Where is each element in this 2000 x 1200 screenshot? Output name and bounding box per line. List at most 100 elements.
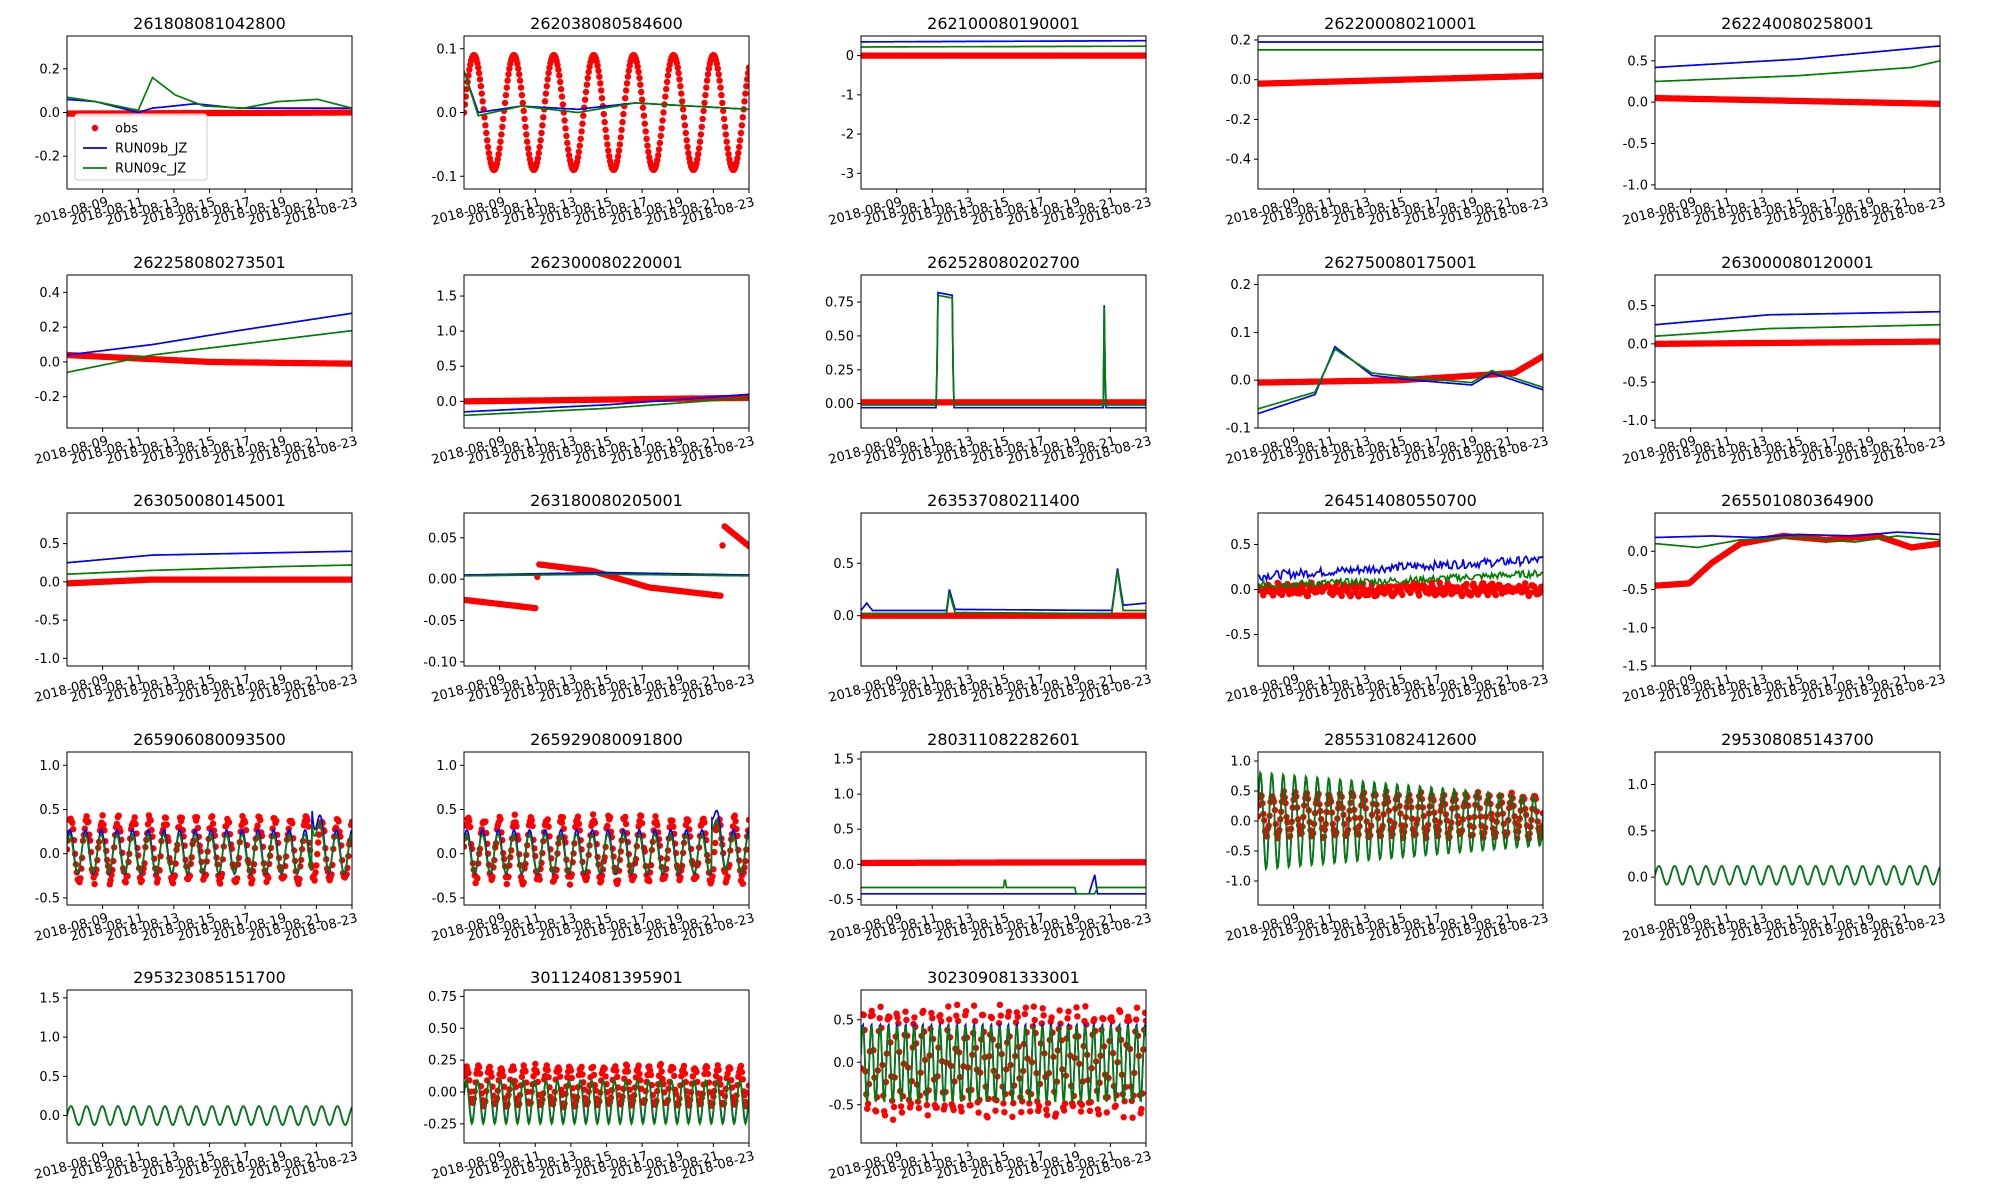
subplot-262750080175001: 262750080175001-0.10.00.10.22018-08-0920…	[1224, 253, 1550, 468]
obs-point	[1326, 583, 1333, 590]
obs-point	[681, 1070, 689, 1077]
obs-point	[680, 114, 688, 121]
y-tick-label: -0.5	[432, 891, 457, 906]
y-tick-label: 0.25	[428, 1054, 457, 1069]
obs-point	[1095, 1111, 1103, 1118]
obs-point	[543, 83, 550, 90]
obs-point	[677, 83, 684, 90]
obs-point	[497, 816, 504, 823]
obs-point	[1142, 612, 1146, 619]
obs-point	[544, 76, 551, 83]
obs-point	[519, 99, 526, 107]
obs-point	[698, 123, 705, 130]
obs-point	[1069, 1102, 1077, 1110]
y-tick-label: -0.25	[423, 1117, 457, 1132]
obs-point	[186, 872, 194, 880]
obs-point	[971, 1017, 979, 1025]
series-RUN09c_JZ	[464, 819, 749, 875]
obs-point	[241, 819, 249, 826]
obs-point	[545, 1074, 552, 1081]
obs-point	[518, 91, 526, 99]
obs-point	[589, 811, 597, 818]
obs-point	[975, 1109, 982, 1116]
obs-point	[745, 1082, 749, 1089]
y-tick-label: -0.2	[35, 150, 60, 165]
series-RUN09c_JZ	[464, 70, 749, 117]
obs-point	[590, 1071, 598, 1079]
obs-point	[689, 1073, 697, 1080]
obs-point	[872, 1108, 880, 1115]
subplot-302309081333001: 302309081333001-0.50.00.52018-08-092018-…	[827, 968, 1153, 1183]
obs-point	[91, 880, 98, 888]
subplot-262258080273501: 262258080273501-0.20.00.20.42018-08-0920…	[33, 253, 359, 468]
obs-point	[685, 149, 692, 157]
obs-point	[575, 820, 583, 827]
subplot-265929080091800: 265929080091800-0.50.00.51.02018-08-0920…	[430, 730, 756, 945]
obs-point	[678, 90, 685, 97]
series-RUN09b_JZ	[861, 291, 1146, 409]
obs-point	[702, 91, 709, 99]
obs-point	[305, 823, 312, 830]
obs-point	[348, 360, 352, 367]
obs-point	[744, 69, 749, 77]
obs-point	[716, 1075, 723, 1082]
obs-point	[911, 1014, 918, 1021]
obs-point	[562, 125, 569, 132]
obs-point	[532, 1060, 539, 1068]
obs-point	[193, 814, 201, 821]
y-tick-label: 0.2	[39, 321, 60, 336]
obs-point	[575, 148, 583, 156]
y-tick-label: 1.5	[436, 290, 457, 305]
obs-point	[903, 1016, 910, 1024]
y-tick-label: 0.0	[39, 355, 60, 370]
obs-point	[510, 1066, 518, 1073]
obs-point	[715, 71, 722, 78]
obs-point	[578, 128, 585, 135]
obs-point	[677, 874, 684, 881]
obs-point	[1005, 1008, 1012, 1015]
obs-point	[704, 1070, 712, 1078]
obs-point	[1027, 1108, 1034, 1115]
obs-point	[614, 157, 621, 165]
obs-point	[313, 862, 320, 869]
series-RUN09c_JZ	[67, 76, 352, 112]
obs-point	[682, 129, 689, 137]
series-RUN09b_JZ	[464, 571, 749, 576]
obs-point	[1000, 1100, 1007, 1107]
obs-point	[242, 827, 250, 834]
obs-point	[721, 123, 729, 130]
obs-point	[877, 1003, 884, 1010]
obs-point	[1094, 1106, 1102, 1113]
obs-point	[1031, 1016, 1038, 1024]
obs-point	[696, 138, 704, 145]
y-tick-label: 0.5	[833, 823, 854, 838]
obs-point	[1539, 583, 1543, 590]
obs-point	[122, 879, 129, 886]
subplot-title: 263537080211400	[927, 491, 1080, 510]
obs-point	[532, 604, 539, 612]
obs-point	[194, 824, 202, 832]
obs-point	[567, 1067, 575, 1074]
obs-point	[937, 1012, 944, 1019]
obs-point	[479, 98, 486, 105]
y-tick-label: 0.0	[436, 847, 457, 862]
obs-point	[552, 873, 559, 880]
y-tick-label: 1.0	[1230, 755, 1251, 770]
obs-point	[486, 1063, 493, 1071]
obs-point	[521, 115, 528, 123]
obs-point	[466, 66, 473, 73]
y-tick-label: 0.5	[833, 557, 854, 572]
obs-point	[660, 109, 667, 116]
obs-point	[616, 141, 624, 148]
obs-point	[505, 873, 512, 881]
obs-point	[1109, 1018, 1116, 1025]
series-obs	[861, 52, 1146, 59]
obs-point	[584, 74, 591, 82]
legend-label: RUN09b_JZ	[115, 142, 187, 157]
y-tick-label: -1.0	[1623, 178, 1648, 193]
obs-point	[538, 129, 545, 137]
obs-point	[523, 131, 530, 138]
y-tick-label: 0.0	[39, 575, 60, 590]
obs-point	[679, 98, 686, 105]
